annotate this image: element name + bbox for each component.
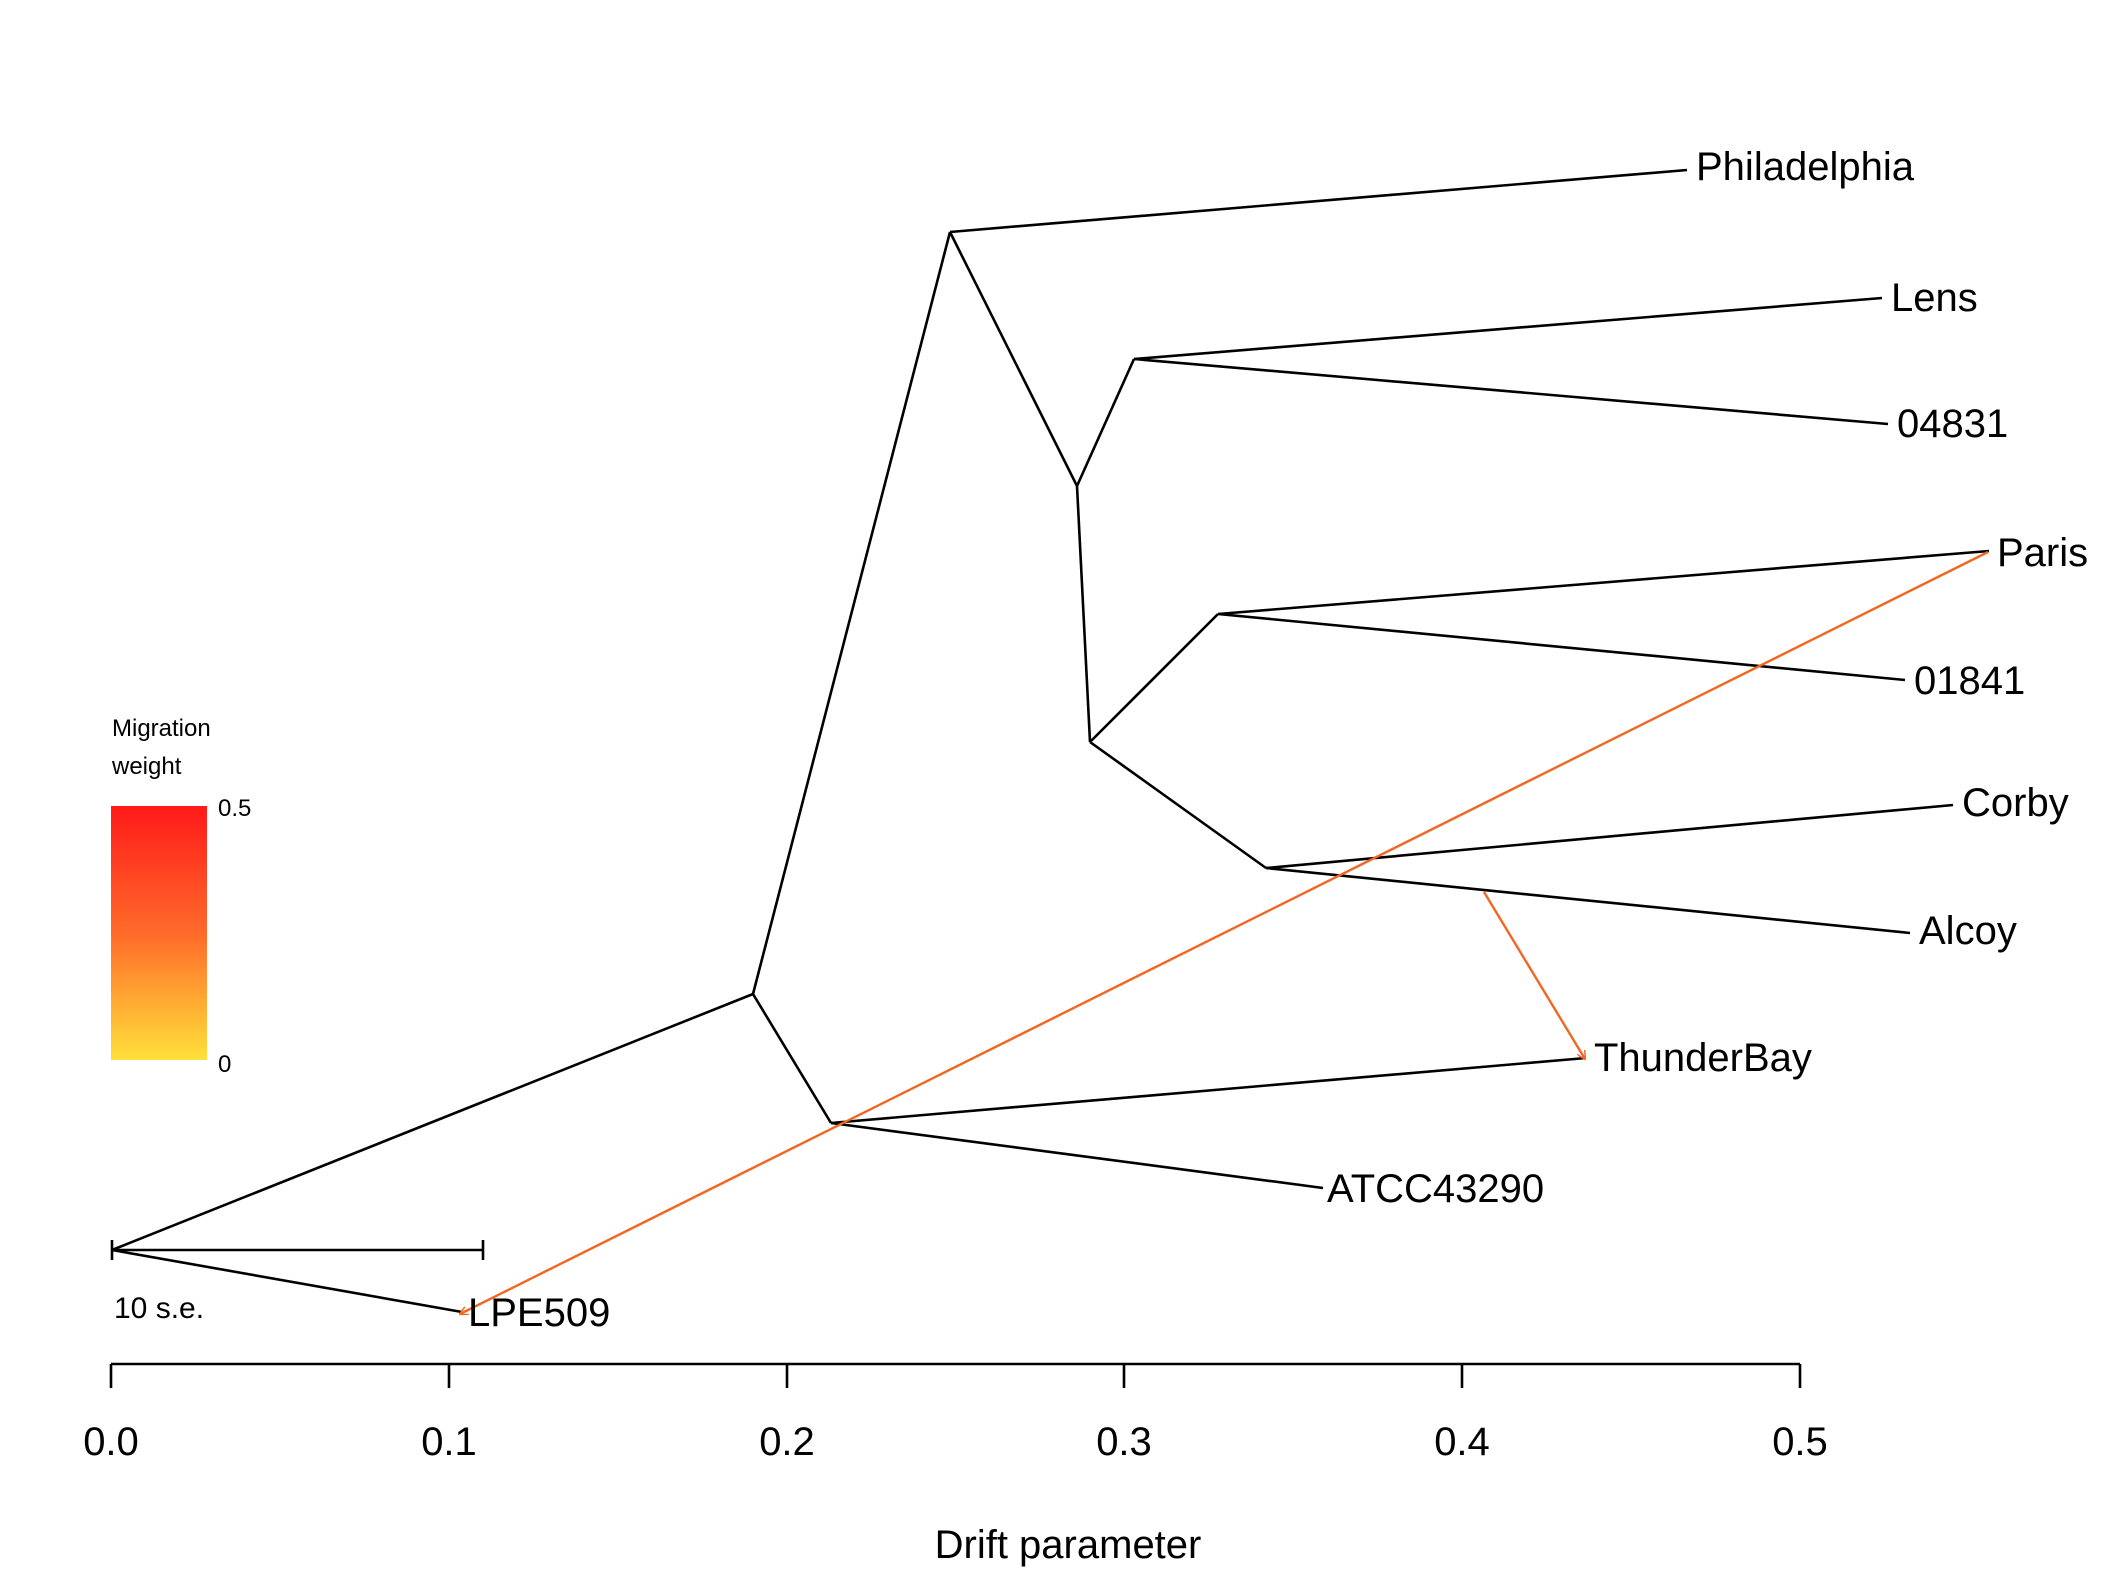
legend-color-bar	[111, 806, 207, 1060]
leaf-label-philadelphia: Philadelphia	[1696, 145, 1915, 189]
x-tick-label-2: 0.2	[759, 1420, 815, 1464]
leaf-label-corby: Corby	[1962, 781, 2069, 825]
branch-node8-corby	[1265, 803, 1954, 870]
leaf-label-04831: 04831	[1897, 402, 2008, 446]
leaf-label-paris: Paris	[1997, 531, 2088, 575]
leaf-label-thunderbay: ThunderBay	[1594, 1036, 1812, 1080]
branch-node1-node3	[751, 231, 952, 995]
x-axis-tick-labels: 0.0 0.1 0.2 0.3 0.4 0.5	[83, 1420, 1828, 1464]
branch-node6-node7	[1089, 613, 1219, 743]
x-tick-label-5: 0.5	[1772, 1420, 1828, 1464]
branch-node6-node8	[1089, 740, 1267, 870]
branch-node7-paris	[1217, 549, 1990, 616]
leaf-label-01841: 01841	[1914, 659, 2025, 703]
branch-node5-lens	[1133, 296, 1883, 361]
legend-title-line1: Migration	[112, 715, 211, 742]
branch-node8-alcoy	[1265, 866, 1911, 935]
leaf-label-alcoy: Alcoy	[1919, 909, 2017, 953]
x-axis: 0.0 0.1 0.2 0.3 0.4 0.5 Drift parameter	[83, 1362, 1828, 1567]
legend-title-line2: weight	[111, 753, 182, 780]
branch-node3-node4	[948, 231, 1079, 487]
scale-bar-label: 10 s.e.	[114, 1292, 204, 1325]
branch-node2-atcc43290	[830, 1121, 1324, 1190]
branch-root-lpe509	[111, 1248, 463, 1314]
leaf-label-lpe509: LPE509	[468, 1291, 610, 1335]
migration-legend: Migration weight 0.5 0	[111, 715, 251, 1078]
branch-node5-04831	[1133, 357, 1889, 426]
migration-edge-alcoy-to-thunderbay	[1482, 891, 1585, 1059]
branch-node7-01841	[1217, 612, 1906, 682]
tree-branches	[111, 168, 1990, 1314]
branch-node3-philadelphia	[949, 168, 1688, 234]
legend-max-label: 0.5	[218, 795, 251, 822]
migration-edges	[460, 550, 1989, 1314]
x-tick-label-0: 0.0	[83, 1420, 139, 1464]
x-axis-title: Drift parameter	[935, 1523, 1202, 1567]
x-tick-label-3: 0.3	[1096, 1420, 1152, 1464]
x-tick-label-4: 0.4	[1434, 1420, 1490, 1464]
migration-edge-paris-to-lpe509	[460, 550, 1989, 1314]
x-axis-ticks	[109, 1364, 1802, 1388]
branch-node1-node2	[751, 993, 833, 1124]
leaf-label-atcc43290: ATCC43290	[1327, 1167, 1544, 1211]
branch-root-node1	[111, 992, 754, 1252]
x-tick-label-1: 0.1	[421, 1420, 477, 1464]
scale-bar: 10 s.e.	[110, 1240, 485, 1325]
branch-node4-node5	[1075, 358, 1136, 487]
legend-min-label: 0	[218, 1051, 231, 1078]
leaf-label-lens: Lens	[1891, 276, 1978, 320]
branch-node2-thunderbay	[830, 1056, 1587, 1125]
branch-node4-node6	[1075, 485, 1092, 743]
leaf-labels: Philadelphia Lens 04831 Paris 01841 Corb…	[468, 145, 2088, 1335]
